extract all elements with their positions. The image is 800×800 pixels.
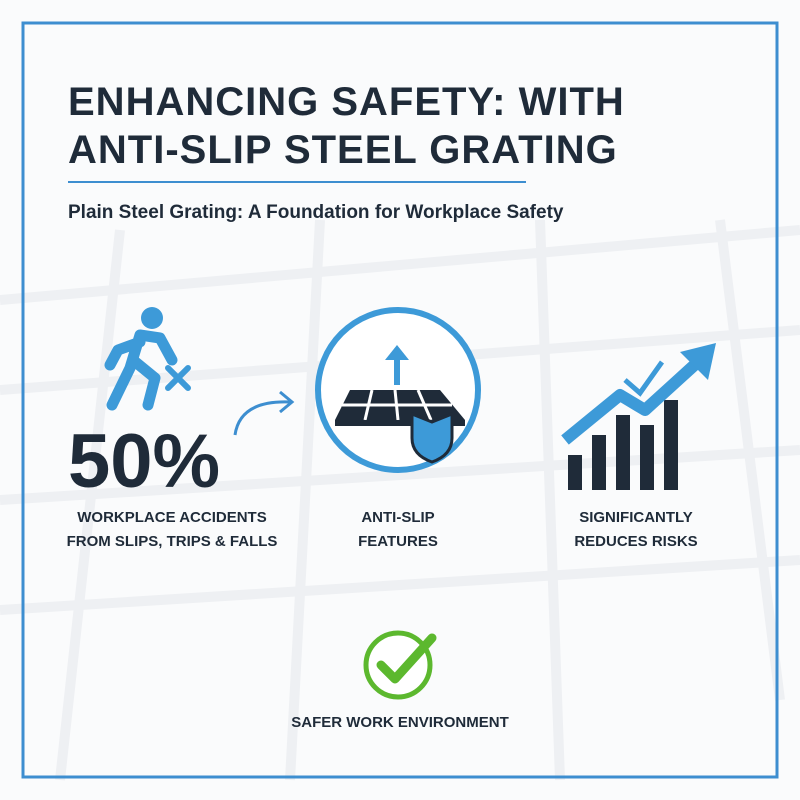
slip-icon [104, 307, 191, 411]
feature-label: ANTI-SLIP [361, 509, 434, 526]
arrow-head [279, 390, 295, 414]
feature-label: REDUCES RISKS [574, 533, 697, 550]
stat-value: 50% [68, 419, 220, 504]
stat-label: FROM SLIPS, TRIPS & FALLS [67, 533, 278, 550]
check-icon [363, 630, 437, 700]
frame [21, 21, 779, 779]
feature-label: SIGNIFICANTLY [579, 509, 693, 526]
footer-label: SAFER WORK ENVIRONMENT [291, 714, 509, 731]
subtitle: Plain Steel Grating: A Foundation for Wo… [68, 202, 564, 223]
title-line: ANTI-SLIP STEEL GRATING [68, 128, 618, 172]
arrow [233, 400, 291, 436]
grating-icon [315, 307, 481, 473]
title-line: ENHANCING SAFETY: WITH [68, 80, 625, 124]
stat-label: WORKPLACE ACCIDENTS [77, 509, 266, 526]
feature-label: FEATURES [358, 533, 438, 550]
risk-chart-icon [561, 343, 716, 490]
